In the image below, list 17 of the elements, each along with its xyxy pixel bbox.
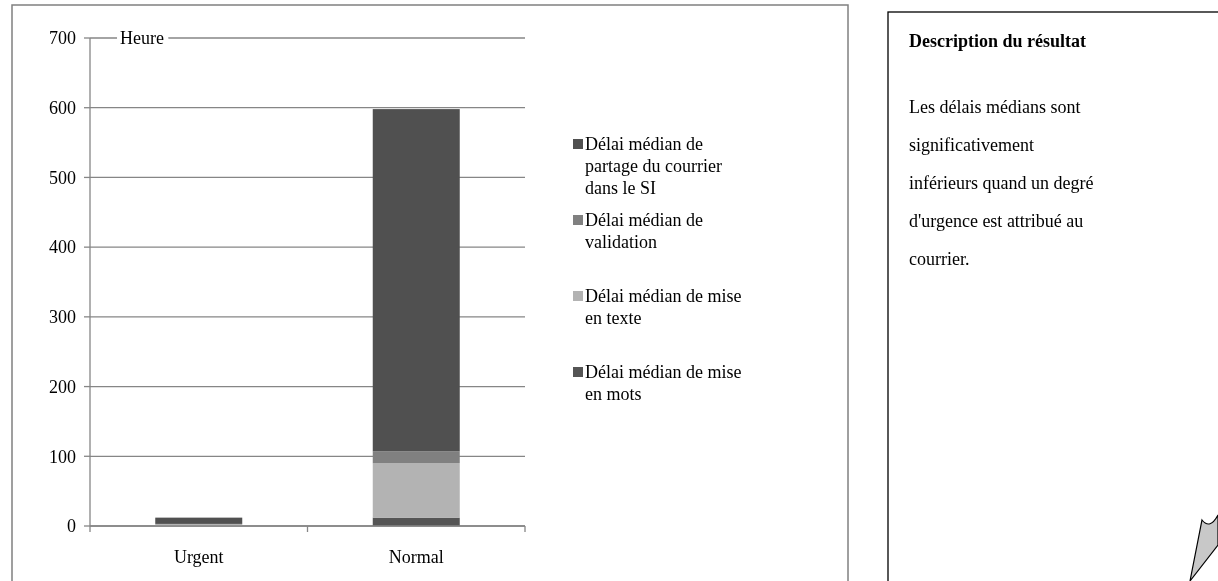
legend-label: Délai médian de mise en texte xyxy=(585,286,742,328)
y-tick-label: 200 xyxy=(49,376,76,397)
y-tick-label: 300 xyxy=(49,307,76,328)
y-tick-label: 400 xyxy=(49,237,76,258)
text: Les délais médians sont significativement inférieurs quand un degré d'urgence est attribué au courrier. xyxy=(909,97,1094,269)
y-tick-label: 100 xyxy=(49,446,76,467)
legend-label: Délai médian de mise en mots xyxy=(585,362,742,404)
x-tick-label: Normal xyxy=(388,547,444,567)
y-tick-label: 500 xyxy=(49,167,76,188)
y-tick-label: 600 xyxy=(49,98,76,119)
text: Description du résultat xyxy=(909,31,1086,51)
y-tick-label: 0 xyxy=(67,516,76,537)
x-tick-label: Urgent xyxy=(173,547,224,567)
y-axis-title: Heure xyxy=(120,28,164,49)
legend-label: Délai médian de partage du courrier dans le SI xyxy=(585,134,722,198)
y-tick-label: 700 xyxy=(49,28,76,49)
legend-label: Délai médian de validation xyxy=(585,210,703,252)
